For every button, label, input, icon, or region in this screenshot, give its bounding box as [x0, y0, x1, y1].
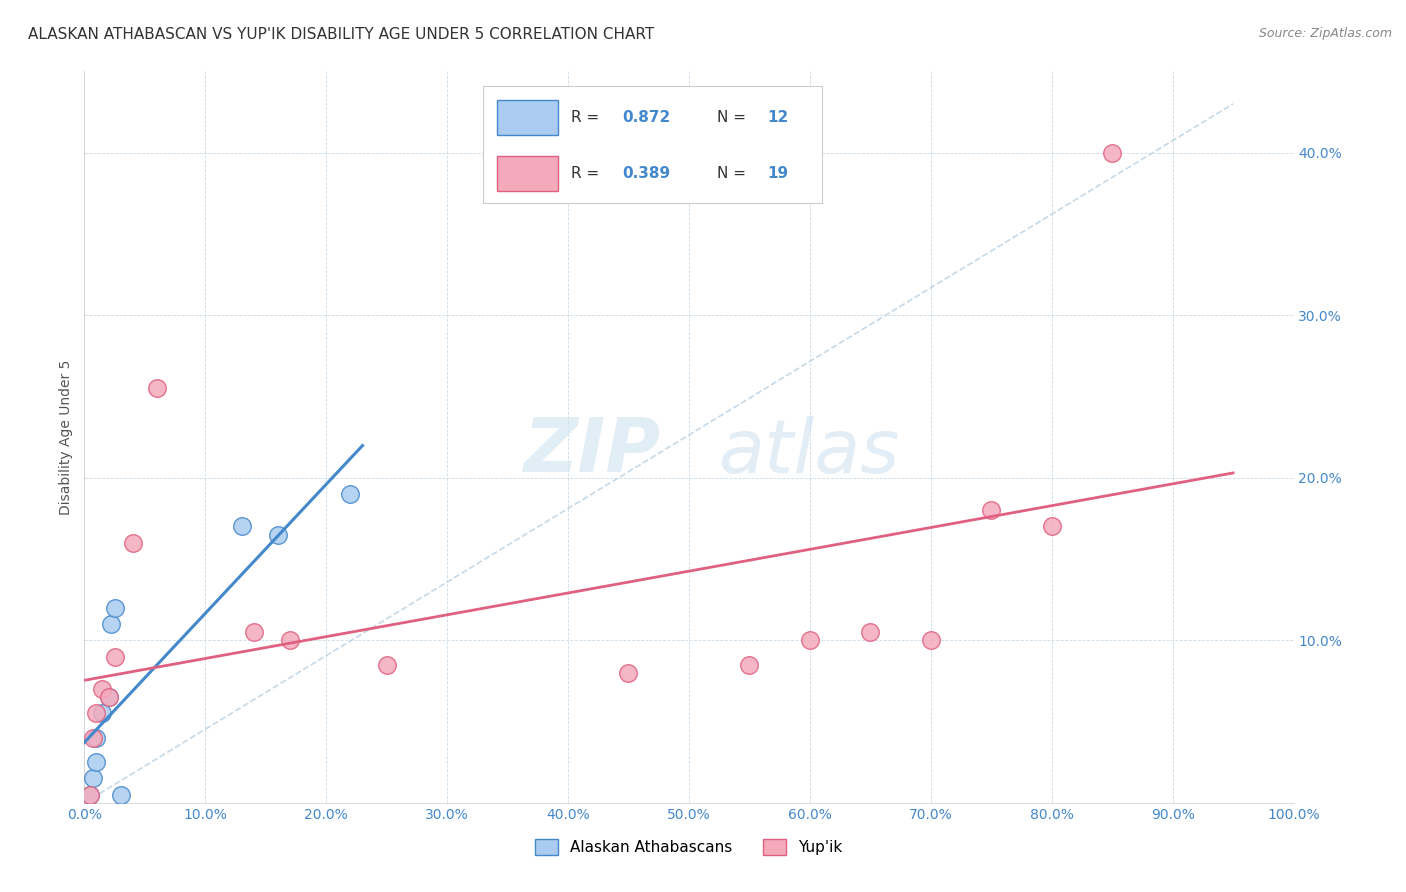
Point	[375, 657, 398, 672]
Y-axis label: Disability Age Under 5: Disability Age Under 5	[59, 359, 73, 515]
Point	[267, 527, 290, 541]
Point	[1040, 519, 1063, 533]
Point	[339, 487, 361, 501]
Point	[104, 649, 127, 664]
Legend: Alaskan Athabascans, Yup'ik: Alaskan Athabascans, Yup'ik	[529, 833, 849, 861]
Point	[738, 657, 761, 672]
Point	[86, 755, 108, 769]
Point	[799, 633, 821, 648]
Point	[86, 706, 108, 721]
Point	[242, 625, 264, 640]
Point	[86, 731, 108, 745]
Point	[97, 690, 120, 705]
Text: ALASKAN ATHABASCAN VS YUP'IK DISABILITY AGE UNDER 5 CORRELATION CHART: ALASKAN ATHABASCAN VS YUP'IK DISABILITY …	[28, 27, 654, 42]
Point	[82, 731, 104, 745]
Point	[146, 381, 169, 395]
Point	[104, 600, 127, 615]
Point	[231, 519, 253, 533]
Point	[110, 788, 132, 802]
Point	[121, 535, 143, 549]
Point	[91, 681, 114, 696]
Text: atlas: atlas	[718, 416, 901, 488]
Text: Source: ZipAtlas.com: Source: ZipAtlas.com	[1258, 27, 1392, 40]
Point	[97, 690, 120, 705]
Point	[1101, 145, 1123, 160]
Point	[79, 788, 101, 802]
Point	[617, 665, 640, 680]
Point	[920, 633, 942, 648]
Point	[278, 633, 301, 648]
Point	[79, 788, 101, 802]
Point	[100, 617, 122, 632]
Point	[859, 625, 882, 640]
Point	[980, 503, 1002, 517]
Text: ZIP: ZIP	[523, 415, 661, 488]
Point	[91, 706, 114, 721]
Point	[82, 772, 104, 786]
